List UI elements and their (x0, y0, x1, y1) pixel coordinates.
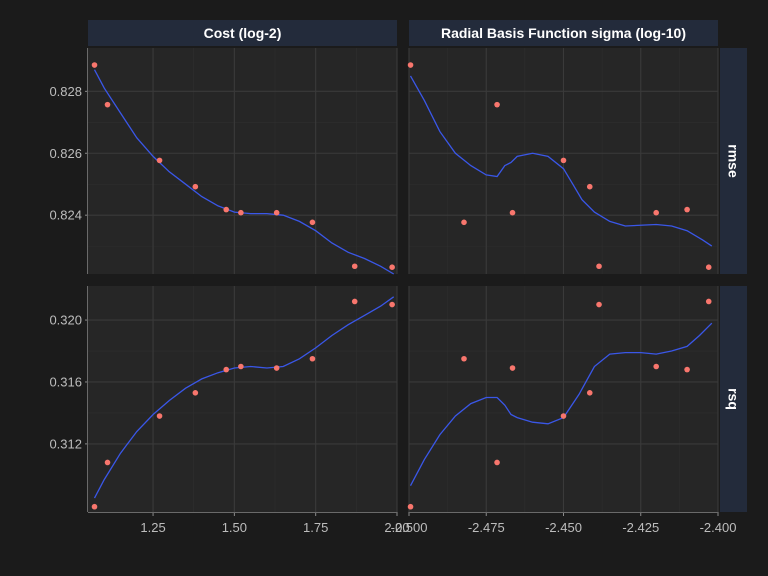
axes-layer: 0.824 0.826 0.828 0.312 0.316 0.320 1.25 1.50 1.… (49, 48, 736, 535)
row-strip-rmse (720, 48, 747, 274)
y-tick-label: 0.824 (49, 208, 82, 223)
data-point (684, 206, 690, 213)
data-point (705, 264, 712, 270)
data-point (104, 101, 111, 108)
column-strip-label: Cost (log-2) (204, 25, 282, 41)
data-point (223, 366, 230, 373)
y-tick-label: 0.828 (49, 84, 82, 99)
data-point (91, 503, 98, 510)
data-point (407, 62, 414, 68)
data-point (156, 413, 163, 419)
data-point (705, 298, 712, 305)
y-tick-label: 0.316 (49, 374, 82, 389)
data-point (560, 413, 567, 419)
panel-rmse_sigma (407, 48, 719, 274)
data-point (653, 209, 659, 216)
data-point (653, 363, 659, 370)
data-point (461, 219, 467, 226)
data-point (273, 209, 280, 216)
x-tick-label: -2.500 (391, 520, 428, 535)
data-point (389, 264, 395, 270)
x-tick-label: 1.50 (222, 520, 247, 535)
data-point (309, 219, 316, 226)
data-point (351, 298, 358, 305)
data-point (309, 355, 316, 362)
data-point (104, 459, 111, 466)
row-strip-label: rmse (726, 144, 742, 178)
x-tick-label: 1.75 (303, 520, 328, 535)
data-point (596, 301, 602, 308)
data-point (389, 301, 395, 308)
strips-layer: Cost (log-2) Radial Basis Function sigma … (88, 20, 747, 512)
y-tick-label: 0.826 (49, 146, 82, 161)
data-point (461, 355, 467, 362)
data-point (684, 366, 690, 373)
data-point (586, 390, 593, 396)
column-strip-sigma (409, 20, 718, 46)
data-point (509, 365, 516, 371)
data-point (192, 183, 199, 190)
data-point (91, 62, 98, 68)
data-point (407, 503, 414, 510)
y-tick-label: 0.320 (49, 313, 82, 328)
panel-rmse_cost (88, 48, 398, 275)
panel-background (88, 48, 397, 274)
row-strip-rsq (720, 286, 747, 512)
panels-layer (88, 48, 719, 512)
data-point (156, 157, 163, 164)
data-point (192, 390, 199, 396)
column-strip-cost (88, 20, 397, 46)
panel-rsq_cost (88, 286, 398, 512)
data-point (273, 365, 280, 371)
x-tick-label: -2.450 (545, 520, 582, 535)
y-tick-label: 0.312 (49, 436, 82, 451)
x-tick-label: 2.00 (384, 520, 409, 535)
data-point (509, 209, 516, 216)
data-point (238, 209, 244, 216)
row-strip-label: rsq (726, 388, 742, 410)
smooth-line (409, 75, 713, 247)
x-tick-label: -2.475 (468, 520, 505, 535)
x-tick-label: 1.25 (140, 520, 165, 535)
data-point (223, 206, 230, 213)
panel-background (88, 286, 397, 512)
x-tick-label: -2.425 (622, 520, 659, 535)
panel-rsq_sigma (407, 286, 719, 512)
data-point (586, 183, 593, 190)
data-point (238, 363, 244, 370)
data-point (560, 157, 567, 164)
x-tick-label: -2.400 (700, 520, 737, 535)
smooth-line (409, 322, 713, 487)
data-point (596, 263, 602, 270)
data-point (494, 101, 500, 108)
data-point (494, 459, 500, 466)
data-point (351, 263, 358, 270)
column-strip-label: Radial Basis Function sigma (log-10) (441, 25, 686, 41)
